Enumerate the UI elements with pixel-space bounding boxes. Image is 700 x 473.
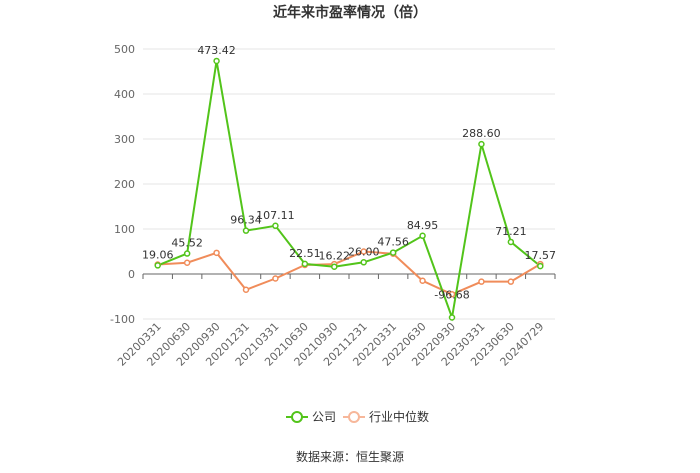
legend: 公司 行业中位数 — [286, 409, 429, 424]
y-tick-label: 400 — [114, 88, 135, 101]
data-label: 473.42 — [197, 44, 236, 57]
data-label: 84.95 — [407, 219, 439, 232]
data-point — [183, 259, 191, 266]
legend-item-industry-median[interactable]: 行业中位数 — [343, 409, 429, 424]
data-point — [331, 263, 338, 270]
y-tick-label: 200 — [114, 178, 135, 191]
data-point — [242, 286, 250, 293]
chart-title: 近年来市盈率情况（倍） — [273, 4, 427, 21]
data-point — [507, 238, 515, 246]
legend-company-marker — [291, 411, 303, 423]
data-label: 45.52 — [171, 237, 203, 250]
data-point — [478, 278, 485, 285]
data-point — [389, 249, 397, 256]
series-line-0 — [157, 60, 541, 322]
data-point — [478, 140, 485, 148]
x-axis: 2020033120200630202009302020123120210331… — [115, 273, 556, 369]
data-point — [242, 227, 250, 234]
data-label: 107.11 — [256, 209, 295, 222]
series-line-1 — [157, 250, 541, 296]
data-label: 47.56 — [377, 236, 409, 249]
data-point — [448, 291, 456, 298]
data-label: 16.22 — [319, 250, 351, 263]
series-lines — [157, 60, 541, 322]
data-point — [419, 232, 426, 240]
data-point — [448, 314, 456, 321]
y-axis: -100 0 100 200 300 400 500 — [110, 43, 135, 326]
legend-item-company[interactable]: 公司 — [286, 410, 336, 424]
data-point — [537, 262, 544, 270]
data-point — [272, 222, 279, 230]
data-label: 19.06 — [142, 248, 174, 261]
source-note: 数据来源：恒生聚源 — [296, 449, 404, 464]
data-point — [419, 277, 426, 284]
data-label: -96.68 — [434, 289, 469, 302]
data-point — [301, 260, 309, 268]
data-point — [183, 250, 191, 257]
data-point — [272, 275, 279, 282]
data-point — [507, 278, 515, 285]
data-point — [213, 249, 220, 257]
y-tick-label: 300 — [114, 133, 135, 146]
data-label: 22.51 — [289, 247, 321, 260]
data-label: 96.34 — [230, 214, 262, 227]
data-point — [360, 248, 367, 255]
data-point — [360, 259, 367, 266]
data-point — [154, 262, 161, 269]
y-tick-label: 100 — [114, 223, 135, 236]
data-label: 71.21 — [495, 225, 527, 238]
legend-industry-label: 行业中位数 — [369, 409, 429, 424]
y-tick-label: -100 — [110, 313, 135, 326]
series-points — [154, 57, 544, 321]
legend-company-label: 公司 — [312, 410, 336, 424]
data-label: 288.60 — [462, 127, 501, 140]
legend-industry-marker — [348, 411, 360, 423]
y-tick-label: 500 — [114, 43, 135, 56]
data-point — [213, 57, 220, 65]
data-label: 17.57 — [525, 249, 557, 262]
data-label: 26.00 — [348, 245, 380, 258]
y-tick-label: 0 — [128, 268, 135, 281]
